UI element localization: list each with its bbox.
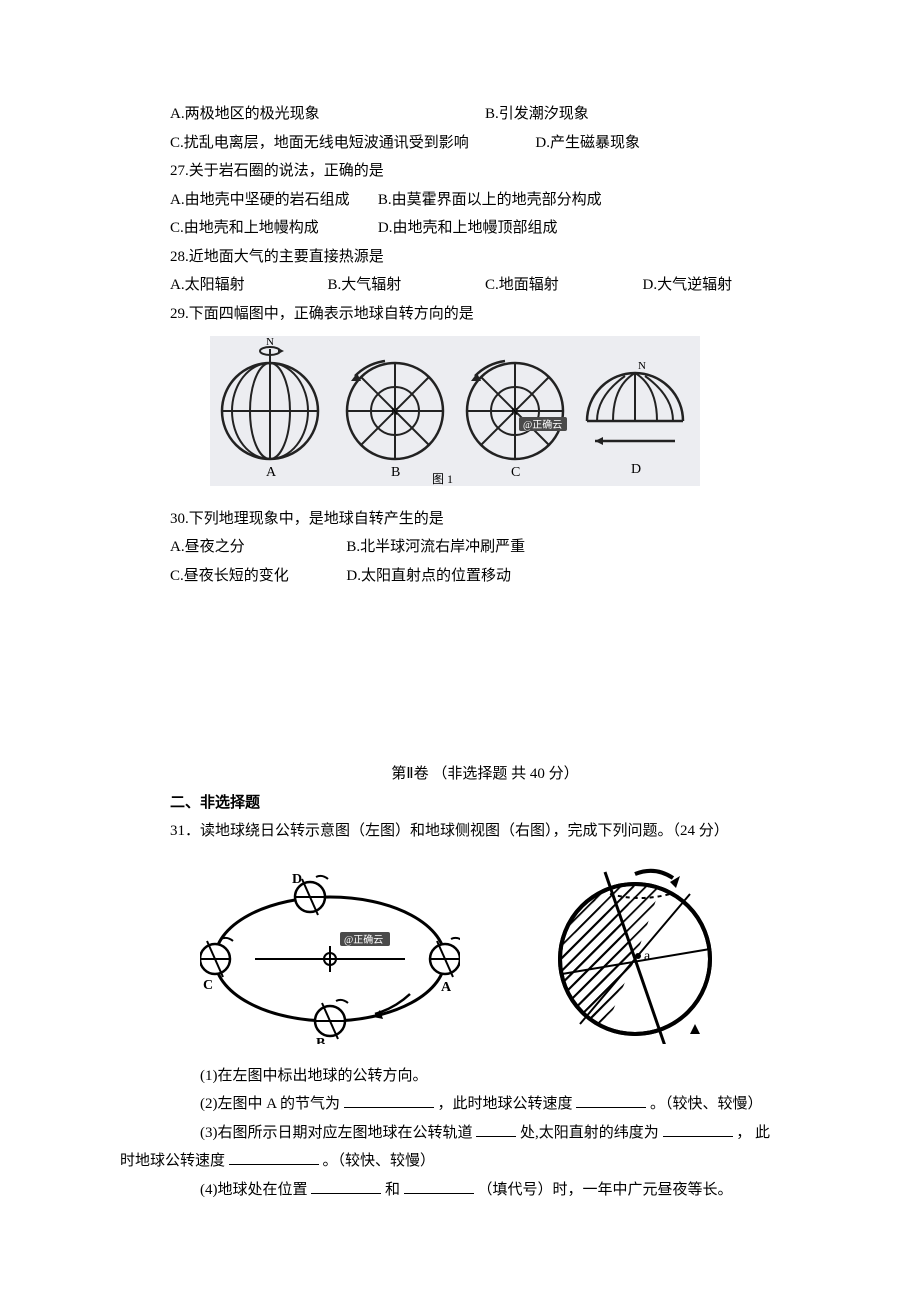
svg-text:@正确云: @正确云 [523, 418, 562, 431]
q31-sub3-cont: 时地球公转速度 [120, 1153, 225, 1169]
svg-text:图 1: 图 1 [432, 472, 453, 486]
q28-opt-a: A.太阳辐射 [170, 271, 328, 300]
q26-options-2: C.扰乱电离层，地面无线电短波通讯受到影响 D.产生磁暴现象 [170, 129, 800, 158]
svg-text:B: B [316, 1036, 325, 1044]
q27-opt-c: C.由地壳和上地幔构成 [170, 214, 378, 243]
q26-opt-c: C.扰乱电离层，地面无线电短波通讯受到影响 [170, 129, 535, 158]
blank-input[interactable] [404, 1178, 474, 1194]
q28-opt-c: C.地面辐射 [485, 271, 643, 300]
q26-opt-b: B.引发潮汐现象 [485, 100, 800, 129]
q30-opt-b: B.北半球河流右岸冲刷严重 [346, 533, 525, 562]
rotation-diagram-icon: N A N B [210, 336, 700, 486]
svg-text:A: A [266, 465, 277, 480]
svg-text:N: N [391, 407, 398, 418]
svg-text:D: D [631, 462, 641, 477]
blank-input[interactable] [663, 1121, 733, 1137]
q31-sub2-c: 。（较快、较慢） [650, 1096, 763, 1112]
q28-stem: 28.近地面大气的主要直接热源是 [170, 243, 800, 272]
q31-sub4: (4)地球处在位置 和 （填代号）时，一年中广元昼夜等长。 [170, 1176, 800, 1205]
q27-options-2: C.由地壳和上地幔构成 D.由地壳和上地幔顶部组成 [170, 214, 800, 243]
q27-opt-b: B.由莫霍界面以上的地壳部分构成 [378, 186, 602, 215]
q26-options: A.两极地区的极光现象 B.引发潮汐现象 [170, 100, 800, 129]
svg-text:C: C [511, 465, 520, 480]
q31-sub3-b: 处,太阳直射的纬度为 [520, 1125, 659, 1141]
blank-input[interactable] [476, 1121, 516, 1137]
q31-sub3-a: (3)右图所示日期对应左图地球在公转轨道 [200, 1125, 473, 1141]
blank-input[interactable] [229, 1149, 319, 1165]
q28-opt-b: B.大气辐射 [328, 271, 486, 300]
q31-sub2: (2)左图中 A 的节气为 ，此时地球公转速度 。（较快、较慢） [170, 1090, 800, 1119]
q30-opt-a: A.昼夜之分 [170, 533, 346, 562]
q31-sub3-d: 。（较快、较慢） [323, 1153, 436, 1169]
q28-options: A.太阳辐射 B.大气辐射 C.地面辐射 D.大气逆辐射 [170, 271, 800, 300]
blank-input[interactable] [311, 1178, 381, 1194]
q27-opt-a: A.由地壳中坚硬的岩石组成 [170, 186, 378, 215]
q26-opt-d: D.产生磁暴现象 [535, 129, 640, 158]
q29-stem: 29.下面四幅图中，正确表示地球自转方向的是 [170, 300, 800, 329]
q30-options-2: C.昼夜长短的变化 D.太阳直射点的位置移动 [170, 562, 800, 591]
blank-input[interactable] [576, 1092, 646, 1108]
q31-stem: 31．读地球绕日公转示意图（左图）和地球侧视图（右图），完成下列问题。（24 分… [170, 817, 800, 846]
exam-page: A.两极地区的极光现象 B.引发潮汐现象 C.扰乱电离层，地面无线电短波通讯受到… [0, 0, 920, 1302]
q31-sub3-c-part: ， 此 [736, 1125, 770, 1141]
q30-options-1: A.昼夜之分 B.北半球河流右岸冲刷严重 [170, 533, 800, 562]
q27-stem: 27.关于岩石圈的说法，正确的是 [170, 157, 800, 186]
side-view-diagram-icon: a [540, 864, 730, 1044]
section2-heading: 二、非选择题 [170, 789, 800, 818]
svg-text:D: D [292, 872, 302, 887]
q30-opt-d: D.太阳直射点的位置移动 [346, 562, 511, 591]
svg-text:a: a [644, 949, 651, 964]
q30-opt-c: C.昼夜长短的变化 [170, 562, 346, 591]
q26-opt-a: A.两极地区的极光现象 [170, 100, 485, 129]
q31-sub3-line2: 时地球公转速度 。（较快、较慢） [120, 1147, 800, 1176]
q29-figure: N A N B [210, 336, 800, 497]
q31-sub4-c: （填代号）时，一年中广元昼夜等长。 [478, 1182, 733, 1198]
svg-text:N: N [638, 360, 646, 372]
q31-sub2-b: ，此时地球公转速度 [438, 1096, 573, 1112]
blank-input[interactable] [344, 1092, 434, 1108]
section2-title: 第Ⅱ卷 （非选择题 共 40 分） [170, 760, 800, 789]
q30-stem: 30.下列地理现象中，是地球自转产生的是 [170, 505, 800, 534]
svg-text:N: N [511, 407, 518, 418]
orbit-diagram-icon: A B C [200, 864, 460, 1044]
q31-sub1: (1)在左图中标出地球的公转方向。 [170, 1062, 800, 1091]
q31-figures: A B C [200, 864, 800, 1044]
q27-opt-d: D.由地壳和上地幔顶部组成 [378, 214, 558, 243]
svg-text:N: N [266, 336, 274, 348]
svg-text:C: C [203, 978, 213, 993]
q31-sub2-a: (2)左图中 A 的节气为 [200, 1096, 340, 1112]
q31-sub4-a: (4)地球处在位置 [200, 1182, 308, 1198]
q31-sub4-b: 和 [385, 1182, 400, 1198]
svg-text:@正确云: @正确云 [344, 933, 383, 946]
svg-text:A: A [441, 980, 452, 995]
svg-text:B: B [391, 465, 400, 480]
q28-opt-d: D.大气逆辐射 [643, 271, 801, 300]
q31-sub3-line1: (3)右图所示日期对应左图地球在公转轨道 处,太阳直射的纬度为 ， 此 [170, 1119, 800, 1148]
q27-options-1: A.由地壳中坚硬的岩石组成 B.由莫霍界面以上的地壳部分构成 [170, 186, 800, 215]
